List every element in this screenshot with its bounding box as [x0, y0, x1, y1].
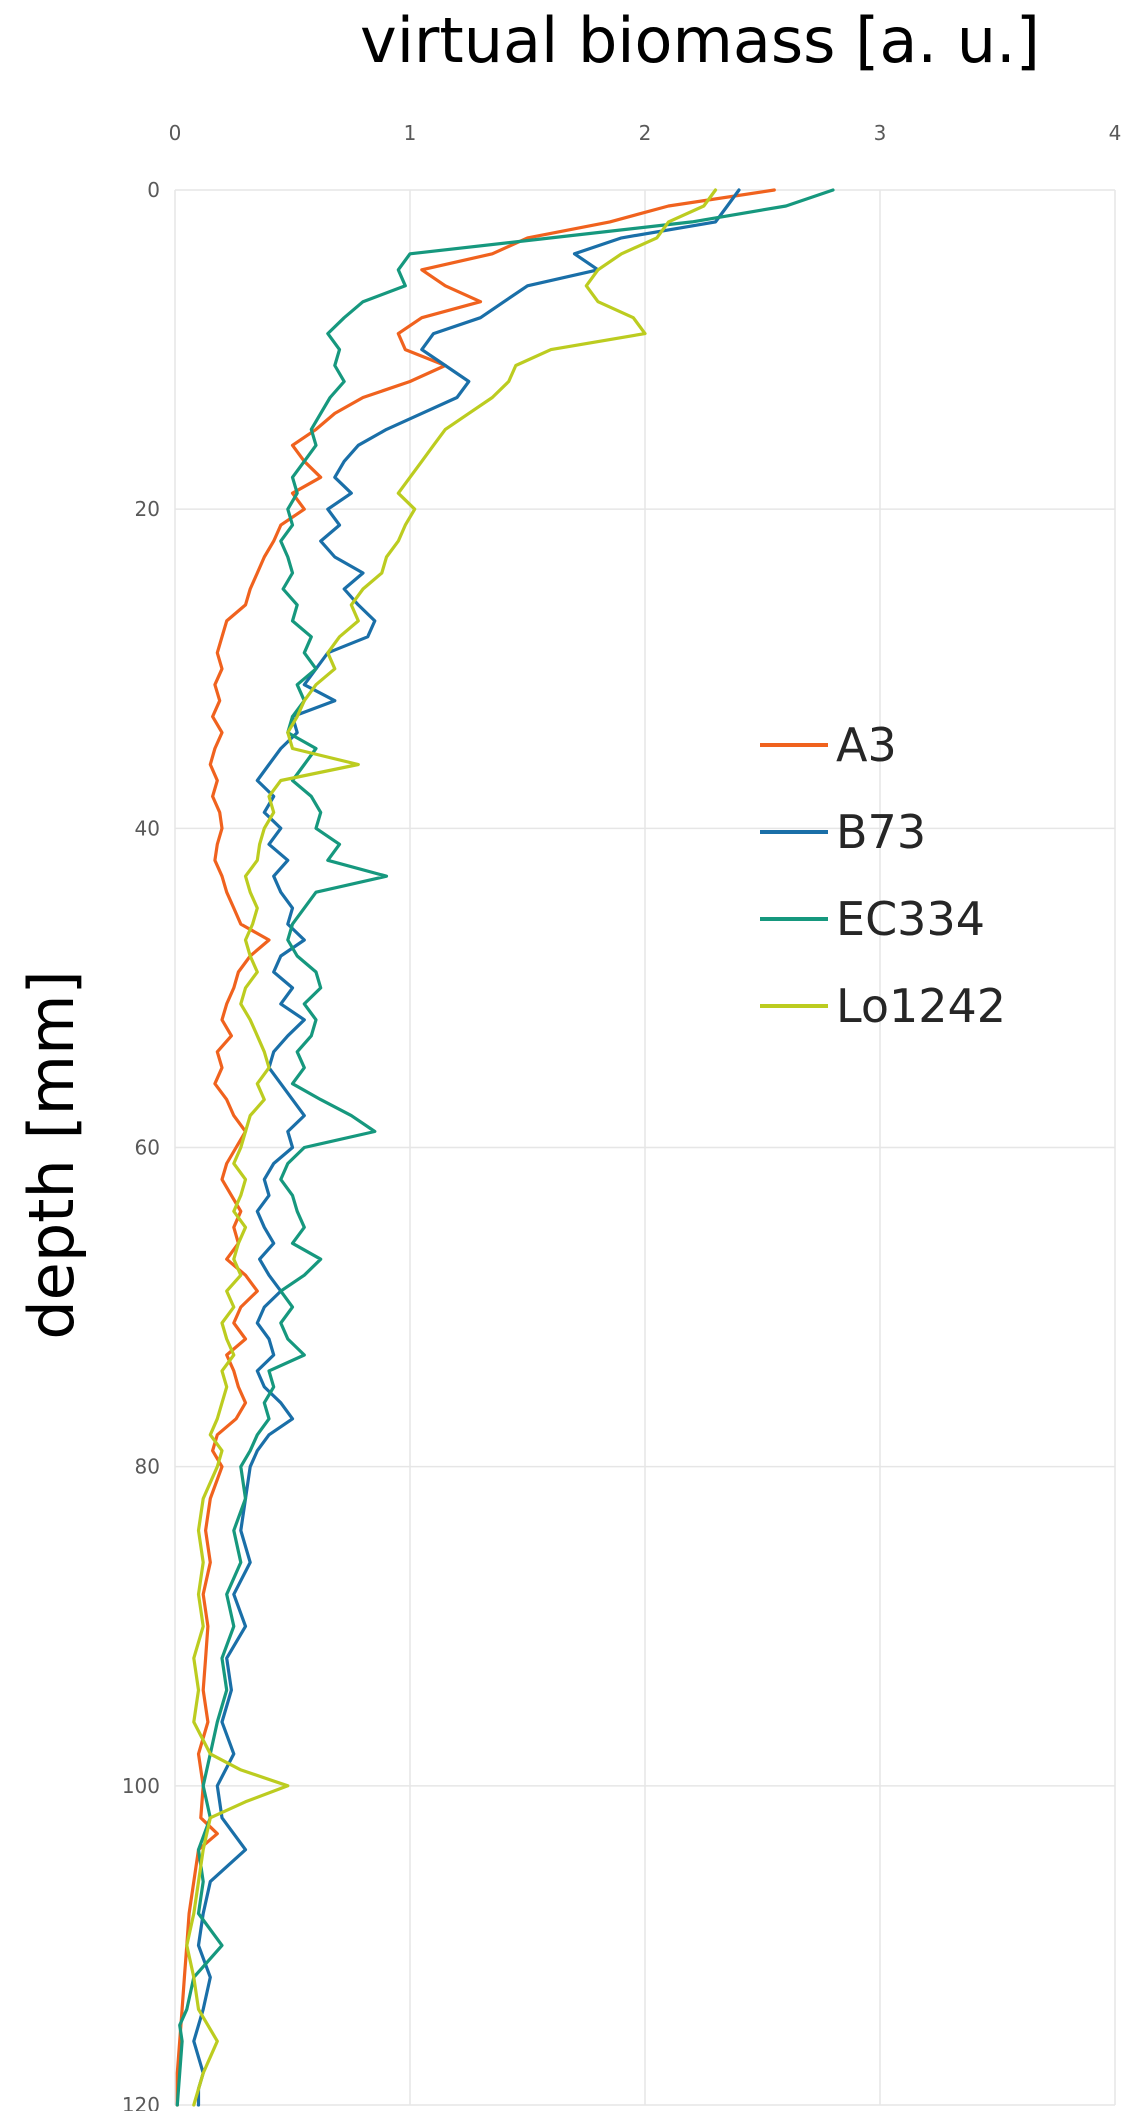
data-series — [175, 188, 835, 2107]
y-tick-label: 80 — [135, 1455, 160, 1479]
gridlines — [174, 189, 1116, 2106]
legend-label-b73: B73 — [836, 805, 926, 859]
legend: A3 B73 EC334 Lo1242 — [760, 718, 1006, 1033]
x-axis-title: virtual biomass [a. u.] — [360, 4, 1040, 77]
y-tick-label: 0 — [147, 178, 160, 202]
y-axis-title: depth [mm] — [15, 970, 88, 1339]
series-line-a3 — [175, 188, 776, 2107]
y-tick-label: 20 — [135, 497, 160, 521]
x-tick-label: 2 — [639, 121, 652, 145]
y-tick-label: 120 — [122, 2093, 160, 2111]
x-tick-label: 3 — [874, 121, 887, 145]
series-line-lo1242 — [185, 188, 718, 2107]
y-tick-label: 40 — [135, 816, 160, 840]
legend-label-a3: A3 — [836, 718, 897, 772]
x-tick-label: 1 — [404, 121, 417, 145]
legend-label-lo1242: Lo1242 — [836, 979, 1006, 1033]
y-tick-label: 100 — [122, 1774, 160, 1798]
x-tick-label: 0 — [169, 121, 182, 145]
legend-label-ec334: EC334 — [836, 892, 985, 946]
series-line-ec334 — [175, 188, 835, 2107]
y-tick-label: 60 — [135, 1136, 160, 1160]
x-tick-label: 4 — [1109, 121, 1122, 145]
series-line-b73 — [192, 188, 741, 2107]
